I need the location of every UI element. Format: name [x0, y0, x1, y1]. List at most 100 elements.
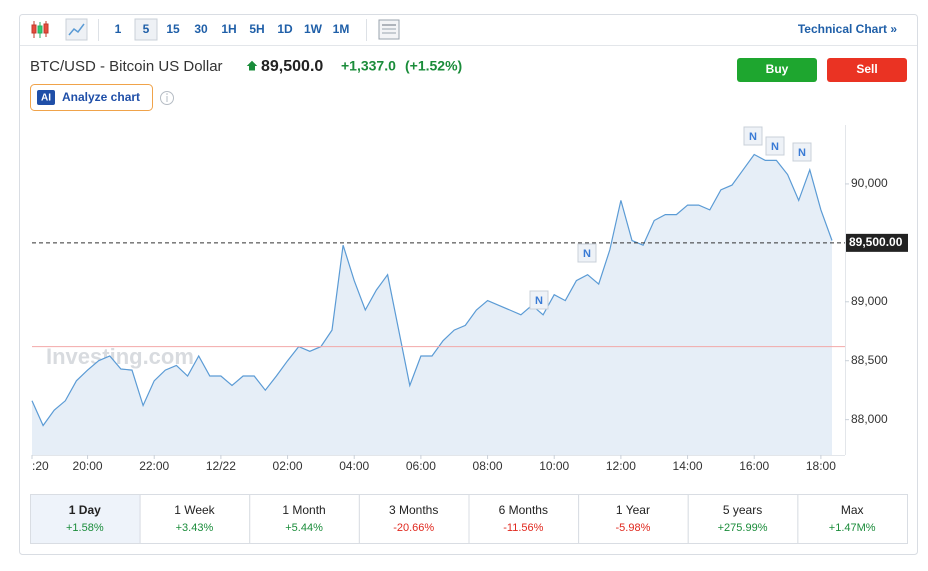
period-button[interactable]: 1 Year -5.98%	[578, 494, 689, 544]
period-label: 1 Day	[69, 503, 101, 517]
interval-label: 1W	[304, 22, 323, 36]
plot: 88,000 88,500 89,000 90,000:20 20:00 22:00 12/…	[31, 126, 908, 473]
period-button[interactable]: 3 Months -20.66%	[358, 494, 470, 544]
period-change: -5.98%	[616, 522, 651, 534]
interval-button[interactable]: 1W	[304, 22, 323, 36]
interval-label: 1	[115, 22, 122, 36]
layout-icon[interactable]	[378, 19, 400, 40]
period-cell	[358, 494, 470, 544]
period-label: 5 years	[723, 503, 762, 517]
interval-button[interactable]: 30	[194, 22, 208, 36]
line-chart-icon[interactable]	[65, 18, 88, 41]
y-tick-label: 90,000	[851, 176, 888, 190]
sell-button[interactable]: Sell	[827, 58, 907, 82]
change: +1,337.0	[341, 58, 396, 74]
analyze-button[interactable]: AI Analyze chart	[30, 84, 153, 111]
interval-label: 30	[194, 22, 208, 36]
x-tick-label: 02:00	[273, 459, 303, 473]
x-tick-label: 12:00	[606, 459, 636, 473]
x-tick-label: 04:00	[339, 459, 369, 473]
period-label: 1 Month	[282, 503, 325, 517]
period-change: -20.66%	[393, 522, 434, 534]
info-icon[interactable]	[160, 91, 174, 105]
x-tick-label: 10:00	[539, 459, 569, 473]
interval-button[interactable]: 1	[115, 22, 122, 36]
period-cell	[468, 494, 580, 544]
period-cell	[797, 494, 908, 544]
y-tick-label: 89,000	[851, 294, 888, 308]
price-flag-label: 89,500.00	[849, 235, 903, 249]
interval-label: 5H	[249, 22, 264, 36]
interval-button[interactable]: 5	[134, 18, 158, 41]
period-bar: 1 Day +1.58% 1 Week +3.43% 1 Month +5.44% 3 Mo…	[30, 494, 908, 544]
x-tick-label: 20:00	[73, 459, 103, 473]
price: 89,500.0	[261, 58, 323, 75]
period-cell	[578, 494, 689, 544]
news-marker-box	[577, 243, 597, 263]
area	[32, 154, 832, 455]
news-marker-box	[765, 136, 785, 156]
news-marker[interactable]: Ν	[765, 136, 785, 156]
period-label: 1 Year	[616, 503, 650, 517]
period-button[interactable]: 5 years +275.99%	[687, 494, 799, 544]
interval-button[interactable]: 1M	[333, 22, 350, 36]
period-label: 6 Months	[499, 503, 548, 517]
x-tick-label: 06:00	[406, 459, 436, 473]
news-marker-glyph: Ν	[535, 295, 543, 307]
period-button[interactable]: 1 Month +5.44%	[249, 494, 360, 544]
news-marker[interactable]: Ν	[529, 290, 549, 310]
period-change: +1.58%	[66, 522, 104, 534]
period-button[interactable]: Max +1.47M%	[797, 494, 908, 544]
change-percent: (+1.52%)	[405, 58, 462, 74]
period-cell	[139, 494, 251, 544]
buy-label: Buy	[766, 62, 789, 76]
ai-badge: AI	[41, 93, 51, 104]
news-marker-box	[743, 126, 763, 146]
news-marker-glyph: Ν	[749, 131, 757, 143]
news-marker-box	[792, 142, 812, 162]
period-button[interactable]: 1 Day +1.58%	[30, 494, 141, 544]
x-tick-label: 22:00	[139, 459, 169, 473]
interval-label: 1H	[221, 22, 236, 36]
news-marker[interactable]: Ν	[743, 126, 763, 146]
news-marker[interactable]: Ν	[792, 142, 812, 162]
symbol: BTC/USD - Bitcoin US Dollar	[30, 58, 223, 75]
buy-button[interactable]: Buy	[737, 58, 817, 82]
period-change: -11.56%	[503, 522, 543, 534]
x-tick-label: :20	[32, 459, 49, 473]
x-tick-label: 12/22	[206, 459, 236, 473]
analyze-label: Analyze chart	[62, 90, 140, 104]
period-label: Max	[841, 503, 864, 517]
technical-chart-link[interactable]: Technical Chart »	[798, 22, 897, 36]
period-cell	[249, 494, 360, 544]
news-marker-glyph: Ν	[771, 141, 779, 153]
interval-button[interactable]: 15	[166, 22, 180, 36]
y-tick-label: 88,000	[851, 412, 888, 426]
news-marker-glyph: Ν	[798, 147, 806, 159]
price-flag	[846, 233, 908, 252]
x-tick-label: 16:00	[739, 459, 769, 473]
sell-label: Sell	[856, 62, 877, 76]
period-change: +1.47M%	[829, 522, 876, 534]
interval-button[interactable]: 5H	[249, 22, 264, 36]
period-cell	[687, 494, 799, 544]
x-tick-label: 18:00	[806, 459, 836, 473]
interval-button[interactable]: 1H	[221, 22, 236, 36]
news-marker-box	[529, 290, 549, 310]
period-button[interactable]: 6 Months -11.56%	[468, 494, 580, 544]
x-tick-label: 14:00	[673, 459, 703, 473]
news-marker[interactable]: Ν	[577, 243, 597, 263]
interval-label: 1M	[333, 22, 350, 36]
x-tick-label: 08:00	[473, 459, 503, 473]
interval-button[interactable]: 1D	[277, 22, 293, 36]
period-label: 1 Week	[174, 503, 215, 517]
interval-label: 5	[143, 22, 150, 36]
candle-icon[interactable]	[31, 21, 49, 38]
period-button[interactable]: 1 Week +3.43%	[139, 494, 251, 544]
period-change: +5.44%	[285, 522, 323, 534]
period-label: 3 Months	[389, 503, 438, 517]
interval-label: 15	[166, 22, 180, 36]
up-arrow	[246, 60, 258, 71]
watermark: Investing.com	[46, 344, 194, 369]
